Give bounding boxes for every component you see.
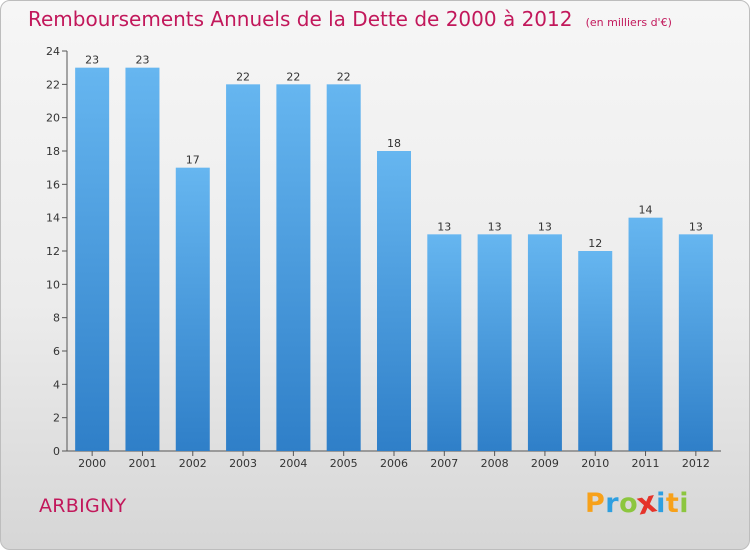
value-labels: 23 23 17 22 22 22 18 13 13 13 12 14 13: [85, 54, 703, 250]
bar-2002: [175, 167, 210, 451]
bar-2005: [326, 84, 361, 451]
y-tick-label: 20: [46, 112, 60, 125]
y-tick-label: 22: [46, 78, 60, 91]
value-label-2010: 12: [588, 237, 602, 250]
bar-2003: [226, 84, 261, 451]
x-tick-label-2008: 2008: [481, 457, 509, 470]
y-tick-label: 16: [46, 178, 60, 191]
bar-2009: [527, 234, 562, 451]
value-label-2003: 22: [236, 70, 250, 83]
bar-2001: [125, 67, 160, 452]
bar-2000: [75, 67, 110, 452]
x-tick-label-2011: 2011: [632, 457, 660, 470]
value-label-2004: 22: [286, 70, 300, 83]
y-tick-label: 4: [53, 378, 60, 391]
bar-2012: [678, 234, 713, 451]
y-tick-label: 12: [46, 245, 60, 258]
bar-2006: [377, 151, 411, 451]
x-tick-label-2006: 2006: [380, 457, 408, 470]
logo-letter: r: [605, 488, 620, 519]
value-label-2007: 13: [437, 220, 451, 233]
bar-2011: [628, 217, 663, 451]
commune-name: ARBIGNY: [39, 495, 127, 517]
y-tick-label: 10: [46, 278, 60, 291]
value-label-2006: 18: [387, 137, 401, 150]
chart-title: Remboursements Annuels de la Dette de 20…: [28, 7, 573, 31]
bar-2004: [276, 84, 311, 451]
logo-letter: i: [656, 488, 666, 519]
x-tick-label-2012: 2012: [682, 457, 710, 470]
title-row: Remboursements Annuels de la Dette de 20…: [28, 7, 672, 31]
bar-2007: [427, 234, 462, 451]
logo-letter: i: [679, 488, 690, 519]
value-label-2009: 13: [538, 220, 552, 233]
bar-2008: [477, 234, 512, 451]
y-tick-label: 24: [46, 45, 60, 58]
x-tick-label-2010: 2010: [581, 457, 609, 470]
logo-letter: o: [619, 488, 639, 519]
x-tick-label-2002: 2002: [179, 457, 207, 470]
y-tick-label: 14: [46, 212, 60, 225]
value-label-2005: 22: [337, 70, 351, 83]
y-tick-label: 8: [53, 312, 60, 325]
value-label-2012: 13: [689, 220, 703, 233]
value-label-2001: 23: [135, 54, 149, 67]
x-tick-label-2009: 2009: [531, 457, 559, 470]
proxiti-logo[interactable]: Proxiti: [585, 485, 690, 522]
value-label-2000: 23: [85, 54, 99, 67]
chart-subtitle: (en milliers d'€): [585, 16, 672, 29]
x-tick-label-2004: 2004: [279, 457, 307, 470]
bar-2010: [578, 251, 613, 451]
value-label-2008: 13: [488, 220, 502, 233]
x-tick-label-2003: 2003: [229, 457, 257, 470]
y-tick-label: 2: [53, 412, 60, 425]
x-tick-label-2005: 2005: [330, 457, 358, 470]
value-label-2002: 17: [186, 154, 200, 167]
bars: [75, 67, 713, 452]
value-label-2011: 14: [639, 204, 653, 217]
y-tick-label: 0: [53, 445, 60, 458]
logo-letter: t: [665, 488, 680, 519]
x-tick-label-2007: 2007: [430, 457, 458, 470]
x-tick-label-2001: 2001: [128, 457, 156, 470]
x-tick-label-2000: 2000: [78, 457, 106, 470]
logo-letter: P: [585, 488, 606, 519]
y-tick-label: 18: [46, 145, 60, 158]
y-tick-label: 6: [53, 345, 60, 358]
